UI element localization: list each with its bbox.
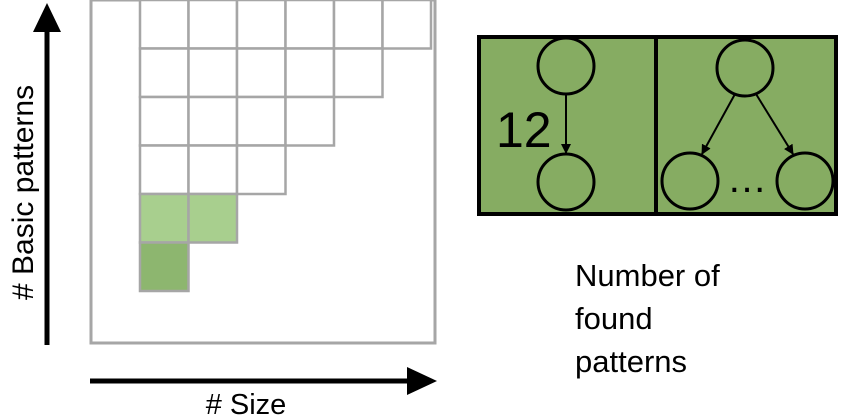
x-axis-arrow: [90, 367, 437, 395]
grid-cell: [235, 47, 287, 99]
tree-root-node: [715, 38, 775, 98]
tree-left-edge-arrow: [701, 93, 736, 155]
caption-line-2: found: [575, 301, 653, 336]
x-axis-label: # Size: [206, 389, 287, 420]
grid-outer-frame: [89, 0, 437, 345]
x-axis-arrowhead: [407, 367, 437, 395]
tree-right-child-node: [775, 151, 835, 211]
tree-ellipsis: …: [727, 157, 767, 201]
grid-cell: [187, 192, 239, 244]
grid-cell: [187, 0, 239, 50]
grid-cell: [187, 47, 239, 99]
grid-cell: [284, 95, 336, 147]
grid-cells: [138, 0, 433, 293]
grid-cell: [284, 47, 336, 99]
grid-cell: [381, 0, 433, 50]
tree-pattern-box: [654, 35, 838, 216]
grid-cell: [187, 144, 239, 196]
pattern-count-value: 12: [496, 102, 552, 158]
tree-left-child-node: [660, 151, 720, 211]
grid-cell: [138, 144, 190, 196]
grid-cell: [332, 0, 384, 50]
grid-cell: [332, 47, 384, 99]
grid-cell: [138, 0, 190, 50]
chain-bottom-node: [536, 152, 596, 212]
grid-cell: [138, 241, 190, 293]
grid-cell: [138, 192, 190, 244]
caption-line-3: patterns: [575, 344, 688, 379]
chain-pattern-box: [477, 35, 658, 216]
grid-cell: [187, 95, 239, 147]
grid-cell: [138, 47, 190, 99]
grid-cell: [235, 95, 287, 147]
grid-cell: [138, 95, 190, 147]
caption-line-1: Number of: [575, 258, 720, 293]
grid-cell: [284, 0, 336, 50]
pattern-grid: [89, 0, 437, 345]
patterns-panel: 12 …: [477, 35, 838, 216]
patterns-caption: Number of found patterns: [575, 254, 805, 383]
grid-cell: [235, 144, 287, 196]
y-axis-label: # Basic patterns: [7, 85, 40, 300]
y-axis-arrowhead: [33, 3, 61, 32]
tree-right-edge-arrow: [755, 93, 794, 155]
grid-cell: [235, 0, 287, 50]
y-axis-arrow: [33, 3, 61, 345]
